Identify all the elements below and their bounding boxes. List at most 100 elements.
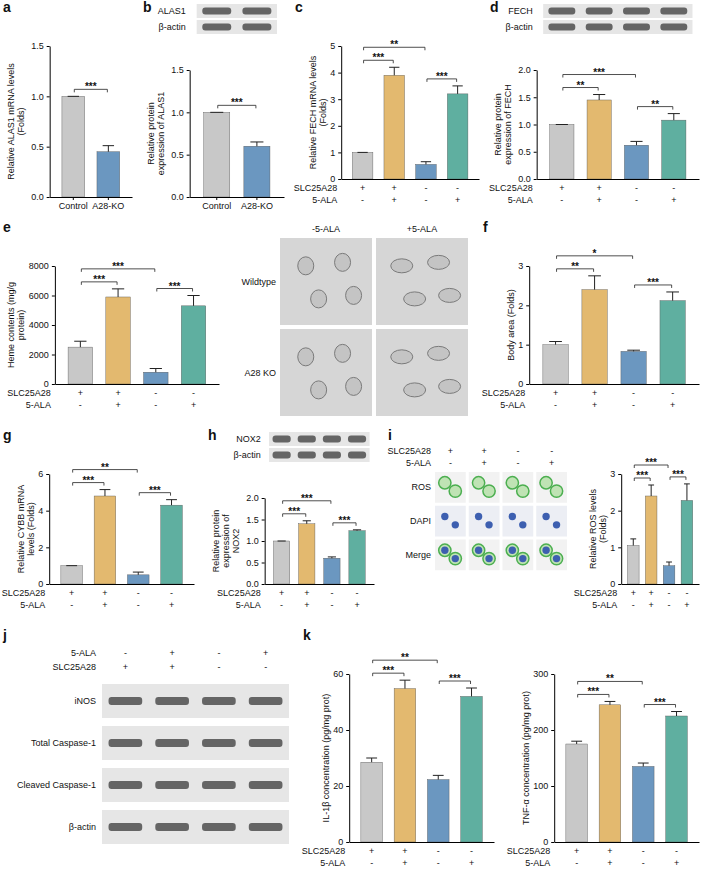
blot-band: [155, 823, 189, 831]
plot-area: 0.00.51.01.52.0Relative proteinexpressio…: [489, 65, 699, 205]
condition-value: +: [559, 183, 564, 193]
condition-value: +: [191, 400, 196, 410]
error-bar-cap: [684, 483, 690, 484]
blot-band: [273, 452, 291, 459]
error-bar-cap: [68, 96, 79, 97]
y-axis-title-line: expression of: [221, 514, 231, 568]
error-bar: [593, 95, 605, 100]
y-tick: 1.0: [246, 536, 265, 546]
condition-value: +: [392, 195, 397, 205]
y-axis-title-line: IL-1β concentration (pg/mg prot): [321, 694, 331, 823]
micrograph-image: [435, 540, 466, 571]
y-tick-mark: [618, 511, 621, 512]
error-bar-cap: [389, 67, 399, 68]
condition-value: +: [402, 858, 407, 868]
condition-name: SLC25A28: [489, 183, 533, 193]
y-tick-label: 4: [38, 506, 43, 516]
error-bar: [666, 292, 679, 301]
y-axis-title-line: Relative FECH mRNA levels: [308, 55, 318, 169]
x-tick-mark: [256, 197, 257, 200]
micrograph-image: [536, 540, 567, 571]
error-bar: [389, 67, 399, 75]
significance-label: ***: [645, 457, 657, 468]
y-tick: 4: [38, 506, 49, 516]
y-tick: 40: [333, 725, 349, 735]
plot-area: 0204060IL-1β concentration (pg/mg prot)S…: [302, 652, 495, 868]
y-tick-mark: [338, 46, 341, 47]
bars: [61, 490, 182, 584]
ros-signal: [506, 477, 518, 489]
plot-area: 02000400060008000Heme contents (mg/gprot…: [6, 261, 220, 410]
y-tick: 6: [38, 469, 49, 479]
panel-letter: f: [483, 219, 488, 235]
ros-signal: [506, 544, 518, 556]
condition-value: -: [632, 400, 635, 410]
error-bar-cap: [187, 295, 199, 296]
y-tick: 0.0: [31, 192, 50, 202]
y-axis-title: Relative FECH mRNA levels(Folds): [308, 55, 328, 169]
error-bar-stem: [599, 95, 600, 100]
y-tick-mark: [618, 547, 621, 548]
bar: [68, 347, 93, 384]
y-axis-title-line: (Folds): [16, 107, 26, 135]
condition-value: +: [354, 600, 359, 610]
cell-shape: [298, 348, 314, 366]
condition-value: -: [675, 846, 678, 856]
y-tick-label: 1: [518, 340, 523, 350]
y-tick-mark: [262, 520, 265, 521]
x-tick-label: Control: [59, 201, 88, 211]
y-tick-label: 2.0: [518, 65, 531, 75]
bars: [627, 484, 692, 584]
ros-signal: [472, 544, 484, 556]
condition-value: -: [516, 446, 519, 456]
x-axis-line: [342, 179, 480, 180]
blot-row-label: FECH: [508, 6, 532, 16]
column-label: -5-ALA: [312, 224, 340, 234]
blot-band: [155, 781, 189, 789]
condition-value: -: [437, 846, 440, 856]
condition-value: -: [330, 588, 333, 598]
y-tick: 1.5: [246, 515, 265, 525]
bar: [624, 145, 648, 179]
chart-panel: a0.00.51.01.5ControlA28-KORelative ALAS1…: [3, 0, 133, 211]
y-tick: 1.0: [518, 120, 537, 130]
nucleus: [542, 547, 549, 554]
y-tick-label: 200: [533, 725, 548, 735]
condition-value: -: [668, 588, 671, 598]
condition-value: -: [560, 195, 563, 205]
y-tick: 2.0: [518, 65, 537, 75]
error-bar: [357, 152, 367, 153]
blot-strip: [269, 448, 370, 462]
micrograph-image: [469, 540, 500, 571]
plot-area: 0246Relative CYBB mRNAlevels (Folds)SLC2…: [2, 462, 195, 610]
bars: [273, 521, 365, 584]
micrograph-image: [280, 329, 372, 416]
blot-band: [623, 24, 650, 31]
y-axis-title-line: Relative ROS levels: [588, 488, 598, 569]
error-bar-stem: [673, 114, 674, 121]
y-tick-label: 1.5: [518, 93, 531, 103]
y-tick-mark: [534, 152, 537, 153]
x-tick-mark: [73, 197, 74, 200]
blot-strip: [543, 20, 692, 34]
y-tick-mark: [534, 70, 537, 71]
cell-shape: [346, 377, 362, 395]
bar: [660, 301, 685, 384]
error-bar-cap: [133, 572, 144, 573]
condition-value: +: [402, 846, 407, 856]
y-tick-label: 5: [330, 41, 335, 51]
nucleus: [475, 513, 482, 520]
error-bar-cap: [421, 161, 431, 162]
error-bar: [187, 296, 199, 306]
condition-value: -: [154, 388, 157, 398]
plot-area: 012345Relative FECH mRNA levels(Folds)SL…: [294, 39, 480, 205]
bar: [61, 566, 83, 584]
error-bar-stem: [676, 712, 677, 716]
error-bar-stem: [636, 141, 637, 145]
y-tick-label: 3: [330, 95, 335, 105]
condition-value: +: [549, 458, 554, 468]
condition-name: SLC25A28: [482, 388, 526, 398]
bars: [68, 289, 206, 384]
error-bar-stem: [457, 86, 458, 94]
y-tick: 300: [533, 669, 554, 679]
